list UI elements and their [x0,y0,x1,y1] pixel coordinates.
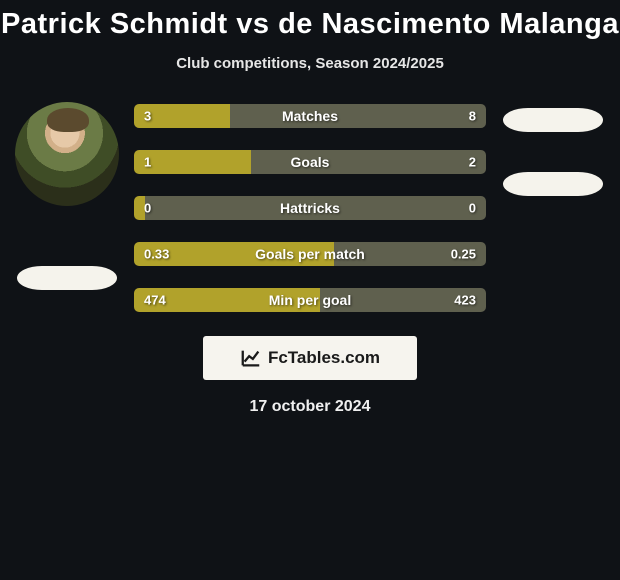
subtitle: Club competitions, Season 2024/2025 [0,55,620,72]
snapshot-date: 17 october 2024 [0,398,620,416]
stat-label: Goals [291,154,330,170]
right-badge-1 [503,108,603,132]
stat-label: Goals per match [255,246,365,262]
stat-row: Hattricks 0 0 [134,196,486,220]
stat-value-right: 8 [469,109,476,124]
left-club-badge [17,266,117,290]
stat-bar-right [230,104,486,128]
comparison-panel: Matches 3 8 Goals 1 2 Hattricks 0 0 Goals per mat… [0,102,620,312]
stat-bar-left [134,196,145,220]
stat-row: Goals 1 2 [134,150,486,174]
brand-text: FcTables.com [268,348,380,368]
right-player-column [494,104,612,196]
brand-logo: FcTables.com [203,336,417,380]
stat-label: Hattricks [280,200,340,216]
stat-bar-right [251,150,486,174]
stat-value-left: 0 [144,201,151,216]
left-player-column [8,102,126,290]
stat-value-left: 1 [144,155,151,170]
stat-label: Min per goal [269,292,351,308]
stat-row: Matches 3 8 [134,104,486,128]
stat-bar-left [134,150,251,174]
stat-row: Min per goal 474 423 [134,288,486,312]
stat-value-right: 423 [454,293,476,308]
stat-value-left: 474 [144,293,166,308]
stat-row: Goals per match 0.33 0.25 [134,242,486,266]
right-club-badge [503,172,603,196]
comparison-bars: Matches 3 8 Goals 1 2 Hattricks 0 0 Goals per mat… [134,104,486,312]
left-player-avatar [15,102,119,206]
stat-value-right: 2 [469,155,476,170]
stat-value-right: 0.25 [451,247,476,262]
stat-value-right: 0 [469,201,476,216]
page-title: Patrick Schmidt vs de Nascimento Malanga [0,0,620,41]
stat-value-left: 0.33 [144,247,169,262]
stat-label: Matches [282,108,338,124]
chart-icon [240,347,262,369]
stat-value-left: 3 [144,109,151,124]
